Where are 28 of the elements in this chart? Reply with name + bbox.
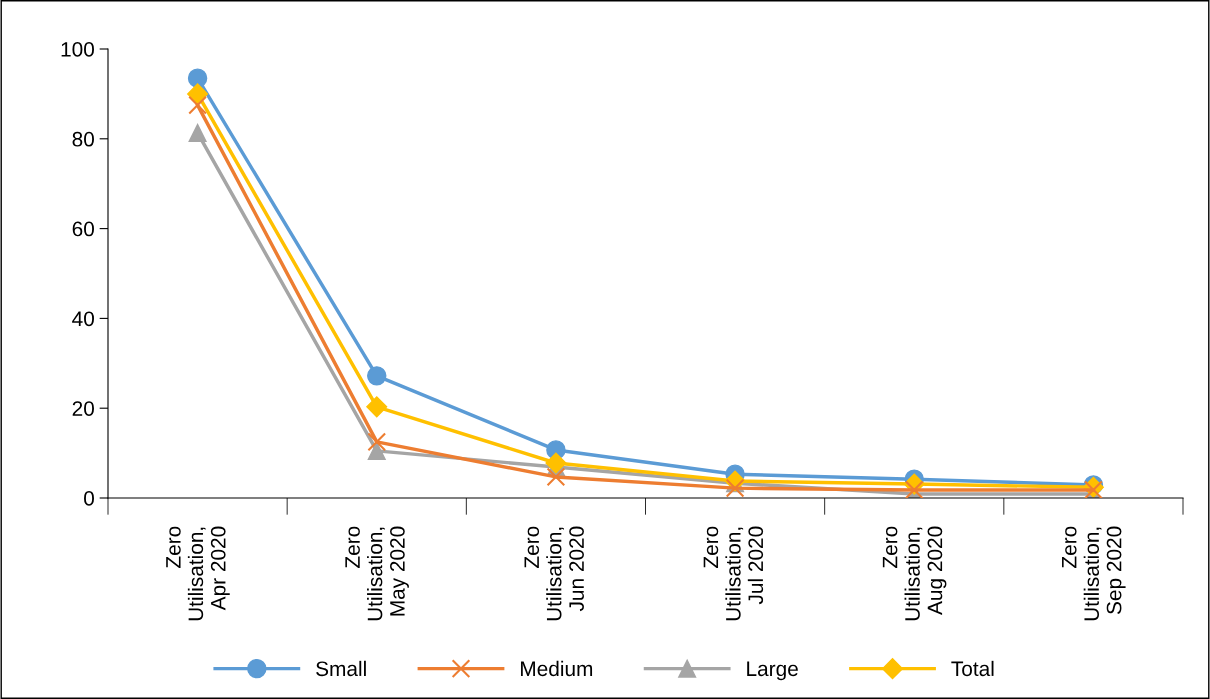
x-tick-label: Zero Utilisation, May 2020	[345, 526, 409, 621]
point	[367, 366, 387, 386]
point	[187, 68, 208, 88]
point	[904, 480, 924, 498]
legend-label: Medium	[521, 660, 593, 677]
y-tick-label: 20	[72, 401, 94, 416]
point	[367, 441, 386, 460]
x-tick-label: Zero Utilisation, Jul 2020	[703, 526, 764, 621]
y-tick-label: 80	[72, 131, 94, 147]
point	[366, 396, 388, 418]
legend-label: Small	[316, 660, 366, 677]
x-tick-label: Zero Utilisation, Jun 2020	[524, 526, 584, 621]
point	[188, 123, 207, 142]
point	[725, 478, 745, 498]
legend-label: Large	[747, 661, 798, 681]
x-tick-label: Zero Utilisation, Apr 2020	[166, 526, 230, 621]
point	[187, 83, 209, 105]
legend-label: Total	[951, 660, 994, 677]
point	[546, 467, 566, 487]
y-tick-label: 100	[61, 42, 94, 57]
y-tick-label: 0	[84, 491, 94, 506]
point	[188, 95, 207, 115]
point	[367, 432, 387, 452]
x-tick-label: Zero Utilisation, Sep 2020	[1062, 526, 1126, 621]
point	[545, 452, 567, 474]
y-tick-label: 40	[72, 311, 94, 327]
y-tick-label: 60	[72, 221, 94, 237]
x-tick-label: Zero Utilisation, Aug 2020	[882, 526, 947, 621]
